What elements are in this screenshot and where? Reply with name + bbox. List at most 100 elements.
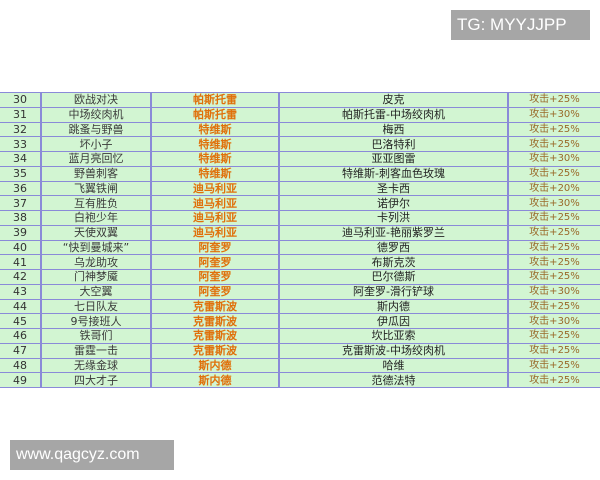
cell-player: 阿奎罗 xyxy=(150,269,280,285)
cell-player: 迪马利亚 xyxy=(150,195,280,211)
cell-name: 天使双翼 xyxy=(40,224,152,241)
table-row: 36 飞翼铁闸 迪马利亚 圣卡西 攻击+20% xyxy=(0,180,600,197)
cell-player: 迪马利亚 xyxy=(150,210,280,226)
cell-skill: 哈维 xyxy=(278,357,509,374)
cell-skill: 克雷斯波-中场绞肉机 xyxy=(278,342,509,359)
cell-player: 克雷斯波 xyxy=(150,313,280,329)
cell-skill: 坎比亚索 xyxy=(278,328,509,344)
cell-effect: 攻击+20% xyxy=(507,180,600,197)
cell-name: 蓝月亮回忆 xyxy=(40,151,152,167)
cell-name: 欧战对决 xyxy=(40,92,152,108)
table-row: 46 铁哥们 克雷斯波 坎比亚索 攻击+25% xyxy=(0,328,600,344)
table-row: 30 欧战对决 帕斯托雷 皮克 攻击+25% xyxy=(0,92,600,108)
cell-name: 白袍少年 xyxy=(40,210,152,226)
cell-name: 坏小子 xyxy=(40,136,152,152)
cell-name: 飞翼铁闸 xyxy=(40,180,152,197)
cell-name: 乌龙助攻 xyxy=(40,254,152,270)
table-row: 40 “快到曼城来” 阿奎罗 德罗西 攻击+25% xyxy=(0,239,600,256)
cell-effect: 攻击+25% xyxy=(507,372,600,388)
cell-skill: 亚亚图雷 xyxy=(278,151,509,167)
table-row: 45 9号接班人 克雷斯波 伊瓜因 攻击+30% xyxy=(0,313,600,329)
cell-name: 互有胜负 xyxy=(40,195,152,211)
cell-effect: 攻击+25% xyxy=(507,165,600,182)
cell-effect: 攻击+30% xyxy=(507,313,600,329)
table-row: 32 跳蚤与野兽 特维斯 梅西 攻击+25% xyxy=(0,121,600,138)
cell-num: 30 xyxy=(0,92,42,108)
cell-effect: 攻击+25% xyxy=(507,121,600,138)
cell-num: 47 xyxy=(0,342,42,359)
table-row: 41 乌龙助攻 阿奎罗 布斯克茨 攻击+25% xyxy=(0,254,600,270)
cell-skill: 皮克 xyxy=(278,92,509,108)
cell-num: 42 xyxy=(0,269,42,285)
cell-effect: 攻击+25% xyxy=(507,136,600,152)
cell-player: 帕斯托雷 xyxy=(150,92,280,108)
cell-player: 斯内德 xyxy=(150,357,280,374)
cell-effect: 攻击+25% xyxy=(507,298,600,315)
cell-skill: 特维斯-刺客血色玫瑰 xyxy=(278,165,509,182)
cell-name: 中场绞肉机 xyxy=(40,106,152,123)
cell-name: 大空翼 xyxy=(40,283,152,300)
cell-effect: 攻击+25% xyxy=(507,328,600,344)
cell-num: 39 xyxy=(0,224,42,241)
cell-num: 33 xyxy=(0,136,42,152)
cell-player: 阿奎罗 xyxy=(150,254,280,270)
cell-player: 特维斯 xyxy=(150,165,280,182)
cell-player: 特维斯 xyxy=(150,121,280,138)
cell-skill: 诺伊尔 xyxy=(278,195,509,211)
cell-skill: 帕斯托雷-中场绞肉机 xyxy=(278,106,509,123)
cell-num: 38 xyxy=(0,210,42,226)
cell-name: 七日队友 xyxy=(40,298,152,315)
cell-skill: 巴洛特利 xyxy=(278,136,509,152)
cell-effect: 攻击+25% xyxy=(507,254,600,270)
cell-effect: 攻击+30% xyxy=(507,106,600,123)
table-row: 43 大空翼 阿奎罗 阿奎罗-滑行铲球 攻击+30% xyxy=(0,283,600,300)
table-row: 47 雷霆一击 克雷斯波 克雷斯波-中场绞肉机 攻击+25% xyxy=(0,342,600,359)
table-row: 33 坏小子 特维斯 巴洛特利 攻击+25% xyxy=(0,136,600,152)
cell-name: 野兽刺客 xyxy=(40,165,152,182)
cell-num: 31 xyxy=(0,106,42,123)
cell-num: 37 xyxy=(0,195,42,211)
table-row: 38 白袍少年 迪马利亚 卡列洪 攻击+25% xyxy=(0,210,600,226)
cell-effect: 攻击+25% xyxy=(507,269,600,285)
cell-effect: 攻击+25% xyxy=(507,342,600,359)
cell-effect: 攻击+30% xyxy=(507,195,600,211)
cell-num: 32 xyxy=(0,121,42,138)
cell-skill: 布斯克茨 xyxy=(278,254,509,270)
cell-player: 特维斯 xyxy=(150,151,280,167)
cell-player: 迪马利亚 xyxy=(150,224,280,241)
cell-name: 雷霆一击 xyxy=(40,342,152,359)
watermark-top: TG: MYYJJPP xyxy=(451,10,590,40)
cell-effect: 攻击+25% xyxy=(507,224,600,241)
cell-player: 克雷斯波 xyxy=(150,328,280,344)
cell-effect: 攻击+25% xyxy=(507,210,600,226)
cell-name: 9号接班人 xyxy=(40,313,152,329)
cell-skill: 斯内德 xyxy=(278,298,509,315)
cell-player: 特维斯 xyxy=(150,136,280,152)
cell-effect: 攻击+30% xyxy=(507,151,600,167)
cell-player: 迪马利亚 xyxy=(150,180,280,197)
cell-num: 43 xyxy=(0,283,42,300)
cell-skill: 迪马利亚-艳丽紫罗兰 xyxy=(278,224,509,241)
table-row: 39 天使双翼 迪马利亚 迪马利亚-艳丽紫罗兰 攻击+25% xyxy=(0,224,600,241)
cell-num: 40 xyxy=(0,239,42,256)
cell-num: 48 xyxy=(0,357,42,374)
cell-skill: 范德法特 xyxy=(278,372,509,388)
cell-name: “快到曼城来” xyxy=(40,239,152,256)
cell-player: 克雷斯波 xyxy=(150,342,280,359)
cell-skill: 梅西 xyxy=(278,121,509,138)
table-row: 49 四大才子 斯内德 范德法特 攻击+25% xyxy=(0,372,600,388)
cell-name: 无缘金球 xyxy=(40,357,152,374)
cell-player: 阿奎罗 xyxy=(150,283,280,300)
combo-table: 30 欧战对决 帕斯托雷 皮克 攻击+25% 31 中场绞肉机 帕斯托雷 帕斯托雷-中场绞肉机攻… xyxy=(0,92,600,388)
table-row: 35 野兽刺客 特维斯 特维斯-刺客血色玫瑰 攻击+25% xyxy=(0,165,600,182)
table-row: 42 门神梦魇 阿奎罗 巴尔德斯 攻击+25% xyxy=(0,269,600,285)
cell-num: 36 xyxy=(0,180,42,197)
cell-num: 45 xyxy=(0,313,42,329)
table-row: 31 中场绞肉机 帕斯托雷 帕斯托雷-中场绞肉机 攻击+30% xyxy=(0,106,600,123)
table-row: 37 互有胜负 迪马利亚 诺伊尔 攻击+30% xyxy=(0,195,600,211)
cell-name: 四大才子 xyxy=(40,372,152,388)
cell-name: 门神梦魇 xyxy=(40,269,152,285)
cell-player: 帕斯托雷 xyxy=(150,106,280,123)
cell-player: 斯内德 xyxy=(150,372,280,388)
cell-num: 44 xyxy=(0,298,42,315)
